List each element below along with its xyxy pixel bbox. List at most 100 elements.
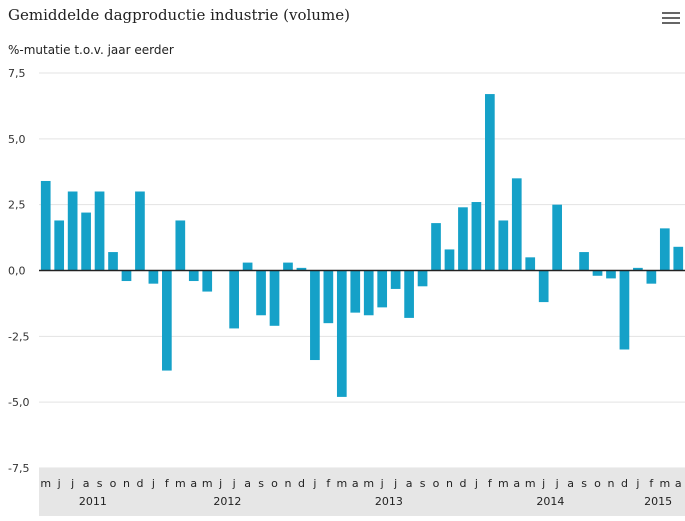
bar[interactable] [633, 267, 643, 271]
bar[interactable] [377, 270, 388, 308]
bar[interactable] [296, 267, 307, 271]
x-tick-label: j [555, 477, 559, 490]
bar[interactable] [94, 191, 105, 271]
y-tick-label: 2,5 [8, 199, 26, 212]
bars [40, 94, 684, 397]
x-tick-label: a [352, 477, 359, 490]
x-tick-label: o [271, 477, 278, 490]
bar[interactable] [188, 270, 199, 282]
bar[interactable] [135, 191, 145, 271]
bar[interactable] [40, 180, 51, 271]
bar[interactable] [646, 270, 657, 284]
x-tick-label: j [380, 477, 384, 490]
bar[interactable] [229, 270, 239, 329]
x-tick-label: j [218, 477, 222, 490]
x-tick-label: m [202, 477, 213, 490]
bar[interactable] [323, 270, 334, 324]
x-tick-label: a [190, 477, 197, 490]
bar[interactable] [417, 270, 428, 287]
bar[interactable] [659, 228, 670, 271]
x-tick-label: f [488, 477, 493, 490]
y-axis-label: %-mutatie t.o.v. jaar eerder [8, 43, 174, 57]
bar[interactable] [606, 270, 616, 279]
bar[interactable] [202, 270, 213, 292]
bar[interactable] [54, 220, 65, 271]
x-tick-label: n [284, 477, 291, 490]
bar[interactable] [673, 246, 684, 271]
bar[interactable] [148, 270, 159, 284]
x-tick-label: n [446, 477, 453, 490]
bar[interactable] [592, 270, 603, 276]
bar[interactable] [471, 202, 482, 271]
y-tick-label: 0,0 [8, 265, 26, 278]
x-tick-label: n [123, 477, 130, 490]
x-tick-label: j [541, 477, 545, 490]
bar[interactable] [336, 270, 347, 397]
bar[interactable] [363, 270, 374, 316]
x-tick-label: m [498, 477, 509, 490]
x-tick-label: d [621, 477, 628, 490]
bar[interactable] [619, 270, 630, 350]
bar[interactable] [256, 270, 266, 316]
year-label: 2015 [644, 495, 672, 508]
bar[interactable] [108, 252, 118, 271]
bar[interactable] [552, 204, 562, 271]
x-tick-label: s [258, 477, 264, 490]
bar[interactable] [390, 270, 401, 289]
bar[interactable] [81, 212, 91, 271]
x-tick-label: n [607, 477, 614, 490]
x-tick-label: f [165, 477, 170, 490]
bar[interactable] [350, 270, 361, 313]
y-tick-labels: 7,5 5,0 2,5 0,0 -2,5 -5,0 -7,5 [8, 67, 29, 475]
bar[interactable] [162, 270, 172, 371]
x-tick-label: o [594, 477, 601, 490]
x-tick-label: a [406, 477, 413, 490]
hamburger-menu-icon[interactable] [662, 12, 680, 26]
bar[interactable] [269, 270, 280, 326]
x-tick-label: a [675, 477, 682, 490]
bar[interactable] [242, 262, 253, 271]
bar[interactable] [444, 249, 455, 271]
bar[interactable] [525, 257, 536, 271]
x-tick-label: o [433, 477, 440, 490]
x-tick-label: f [326, 477, 331, 490]
x-tick-label: m [175, 477, 186, 490]
x-tick-label: d [136, 477, 143, 490]
y-tick-label: 5,0 [8, 133, 26, 146]
bar[interactable] [67, 191, 78, 271]
x-tick-label: m [525, 477, 536, 490]
x-tick-label: j [57, 477, 61, 490]
bar[interactable] [121, 270, 132, 282]
bar[interactable] [404, 270, 414, 318]
bar[interactable] [310, 270, 320, 361]
y-tick-label: -5,0 [8, 396, 29, 409]
x-tick-label: a [567, 477, 574, 490]
x-tick-label: a [513, 477, 520, 490]
x-tick-label: j [151, 477, 155, 490]
x-tick-label: j [474, 477, 478, 490]
x-tick-label: m [336, 477, 347, 490]
bar[interactable] [175, 220, 186, 271]
bar[interactable] [579, 252, 589, 271]
x-tick-label: d [459, 477, 466, 490]
x-tick-label: j [635, 477, 639, 490]
bar[interactable] [511, 178, 522, 271]
x-tick-label: o [110, 477, 117, 490]
bar[interactable] [498, 220, 509, 271]
year-label: 2013 [375, 495, 403, 508]
x-tick-label: a [83, 477, 90, 490]
x-tick-label: j [232, 477, 236, 490]
bar[interactable] [538, 270, 549, 303]
chart-title: Gemiddelde dagproductie industrie (volum… [8, 6, 350, 24]
bar[interactable] [485, 94, 495, 271]
bar[interactable] [283, 262, 293, 271]
x-tick-label: s [581, 477, 587, 490]
y-tick-label: -2,5 [8, 330, 29, 343]
year-label: 2011 [79, 495, 107, 508]
y-tick-label: -7,5 [8, 462, 29, 475]
bar[interactable] [458, 207, 468, 271]
x-tick-label: f [649, 477, 654, 490]
bar[interactable] [431, 223, 441, 271]
year-labels: 2011 2012 2013 2014 2015 [79, 495, 672, 508]
